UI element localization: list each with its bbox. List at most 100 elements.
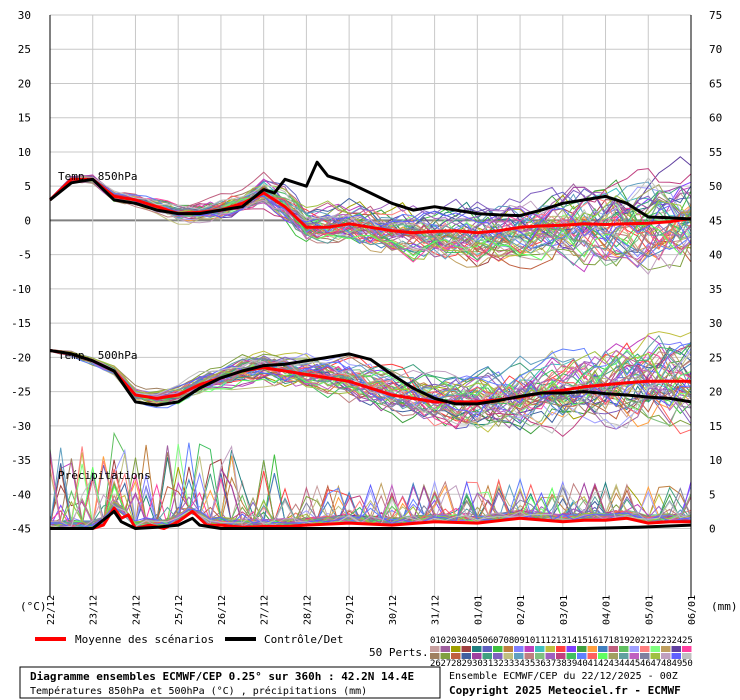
pert-number: 32 (493, 659, 504, 669)
pert-number: 44 (619, 659, 630, 669)
pert-swatch (503, 646, 513, 652)
x-tick-label: 06/01 (687, 595, 698, 625)
pert-number: 41 (588, 659, 599, 669)
pert-swatch (682, 653, 692, 659)
pert-swatch (577, 646, 587, 652)
pert-number: 20 (630, 636, 641, 646)
pert-swatch (650, 653, 660, 659)
left-tick-label: -15 (11, 317, 31, 330)
pert-swatch (629, 646, 639, 652)
pert-swatch (587, 646, 597, 652)
annotation-precip: Précipitations (58, 469, 151, 482)
pert-swatch (598, 646, 608, 652)
right-tick-label: 30 (709, 317, 722, 330)
pert-swatch (461, 653, 471, 659)
x-tick-label: 05/01 (644, 595, 655, 625)
pert-number: 38 (556, 659, 567, 669)
left-unit-label: (°C) (20, 600, 47, 613)
pert-number: 24 (672, 636, 683, 646)
pert-number: 22 (651, 636, 662, 646)
left-tick-label: 20 (18, 77, 31, 90)
member-precip-line (49, 480, 692, 528)
x-tick-label: 25/12 (174, 595, 185, 625)
pert-swatch (566, 646, 576, 652)
pert-number: 03 (451, 636, 462, 646)
right-tick-label: 75 (709, 9, 722, 22)
right-tick-label: 50 (709, 180, 722, 193)
pert-number: 50 (682, 659, 693, 669)
pert-number: 30 (472, 659, 483, 669)
member-t850-line (49, 180, 692, 263)
pert-swatch (440, 646, 450, 652)
pert-number: 23 (661, 636, 672, 646)
right-tick-label: 65 (709, 77, 722, 90)
pert-swatch (524, 653, 534, 659)
member-t850-line (49, 178, 692, 266)
info-title: Diagramme ensembles ECMWF/CEP 0.25° sur … (30, 670, 414, 683)
pert-number: 39 (567, 659, 578, 669)
pert-swatch (545, 646, 555, 652)
pert-number: 11 (535, 636, 546, 646)
t500-mean-line (49, 349, 691, 404)
annotation-t500: Temp. 500hPa (58, 349, 137, 362)
pert-swatch (598, 653, 608, 659)
pert-swatch (472, 653, 482, 659)
pert-number: 14 (567, 636, 578, 646)
pert-swatch (482, 646, 492, 652)
right-unit-label: (mm) (711, 600, 738, 613)
x-tick-label: 30/12 (388, 595, 399, 625)
x-tick-label: 22/12 (46, 595, 57, 625)
x-tick-label: 02/01 (516, 595, 527, 625)
left-tick-label: 5 (24, 180, 31, 193)
info-subtitle: Températures 850hPa et 500hPa (°C) , pré… (30, 685, 367, 697)
pert-number: 13 (556, 636, 567, 646)
right-tick-label: 20 (709, 386, 722, 399)
pert-number: 09 (514, 636, 525, 646)
pert-swatch (671, 646, 681, 652)
pert-swatch (535, 646, 545, 652)
right-tick-label: 15 (709, 420, 722, 433)
x-tick-label: 29/12 (345, 595, 356, 625)
x-tick-label: 24/12 (131, 595, 142, 625)
member-t850-line (49, 177, 692, 261)
left-tick-label: -20 (11, 351, 31, 364)
pert-number: 42 (598, 659, 609, 669)
pert-swatch (440, 653, 450, 659)
pert-swatch (535, 653, 545, 659)
x-tick-label: 04/01 (602, 595, 613, 625)
pert-number: 28 (451, 659, 462, 669)
precip-control-line (50, 509, 692, 530)
legend-mean-label: Moyenne des scénarios (75, 633, 214, 646)
pert-number: 45 (630, 659, 641, 669)
pert-number: 43 (609, 659, 620, 669)
pert-swatch (608, 646, 618, 652)
pert-swatch (671, 653, 681, 659)
pert-number: 21 (640, 636, 651, 646)
left-tick-label: 15 (18, 112, 31, 125)
pert-swatch (451, 653, 461, 659)
pert-swatch (619, 646, 629, 652)
x-tick-label: 01/01 (473, 595, 484, 625)
x-tick-label: 27/12 (260, 595, 271, 625)
pert-swatch (482, 653, 492, 659)
member-t500-line (49, 349, 692, 434)
x-tick-label: 03/01 (559, 595, 570, 625)
pert-number: 49 (672, 659, 683, 669)
pert-number: 40 (577, 659, 588, 669)
pert-number: 37 (546, 659, 557, 669)
annotation-t850: Temp. 850hPa (58, 170, 137, 183)
pert-swatch (587, 653, 597, 659)
pert-number: 36 (535, 659, 546, 669)
pert-swatch (556, 646, 566, 652)
pert-number: 02 (441, 636, 452, 646)
pert-number: 26 (430, 659, 441, 669)
pert-number: 47 (651, 659, 662, 669)
right-tick-label: 10 (709, 454, 722, 467)
pert-swatch (472, 646, 482, 652)
x-tick-label: 26/12 (217, 595, 228, 625)
right-tick-label: 0 (709, 523, 716, 536)
pert-number: 34 (514, 659, 525, 669)
pert-swatch (650, 646, 660, 652)
pert-swatch (503, 653, 513, 659)
